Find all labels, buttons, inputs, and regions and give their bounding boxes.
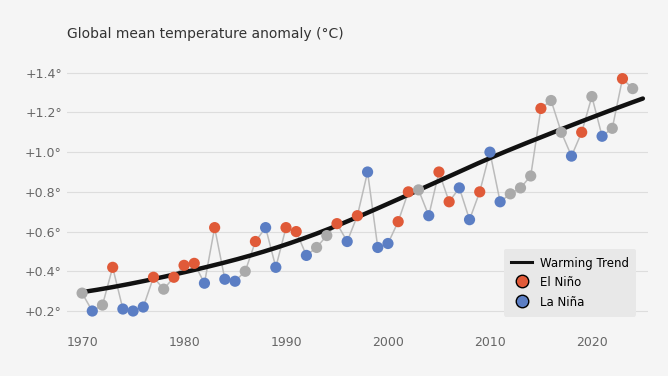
Point	[158, 286, 169, 292]
Point	[444, 199, 454, 205]
Point	[566, 153, 577, 159]
Point	[179, 262, 190, 268]
Point	[199, 280, 210, 286]
Point	[464, 217, 475, 223]
Point	[413, 187, 424, 193]
Point	[362, 169, 373, 175]
Point	[331, 221, 342, 227]
Text: Global mean temperature anomaly (°C): Global mean temperature anomaly (°C)	[67, 27, 343, 41]
Point	[209, 224, 220, 230]
Point	[128, 308, 138, 314]
Point	[434, 169, 444, 175]
Point	[311, 244, 322, 250]
Point	[403, 189, 413, 195]
Point	[424, 213, 434, 219]
Point	[189, 260, 200, 266]
Point	[220, 276, 230, 282]
Point	[321, 232, 332, 238]
Point	[515, 185, 526, 191]
Point	[168, 274, 179, 280]
Point	[301, 252, 312, 258]
Point	[546, 97, 556, 103]
Point	[597, 133, 607, 139]
Point	[148, 274, 159, 280]
Point	[525, 173, 536, 179]
Point	[393, 219, 403, 225]
Point	[77, 290, 88, 296]
Point	[536, 105, 546, 111]
Point	[484, 149, 495, 155]
Point	[556, 129, 566, 135]
Point	[495, 199, 506, 205]
Point	[271, 264, 281, 270]
Point	[97, 302, 108, 308]
Point	[627, 86, 638, 92]
Point	[87, 308, 98, 314]
Point	[454, 185, 465, 191]
Point	[138, 304, 148, 310]
Point	[118, 306, 128, 312]
Legend: Warming Trend, El Niño, La Niña: Warming Trend, El Niño, La Niña	[504, 249, 636, 317]
Point	[373, 244, 383, 250]
Point	[291, 229, 301, 235]
Point	[474, 189, 485, 195]
Point	[587, 94, 597, 100]
Point	[342, 238, 353, 244]
Point	[108, 264, 118, 270]
Point	[576, 129, 587, 135]
Point	[505, 191, 516, 197]
Point	[250, 238, 261, 244]
Point	[352, 213, 363, 219]
Point	[261, 224, 271, 230]
Point	[617, 76, 628, 82]
Point	[230, 278, 240, 284]
Point	[240, 268, 250, 274]
Point	[383, 241, 393, 247]
Point	[607, 125, 618, 131]
Point	[281, 224, 291, 230]
